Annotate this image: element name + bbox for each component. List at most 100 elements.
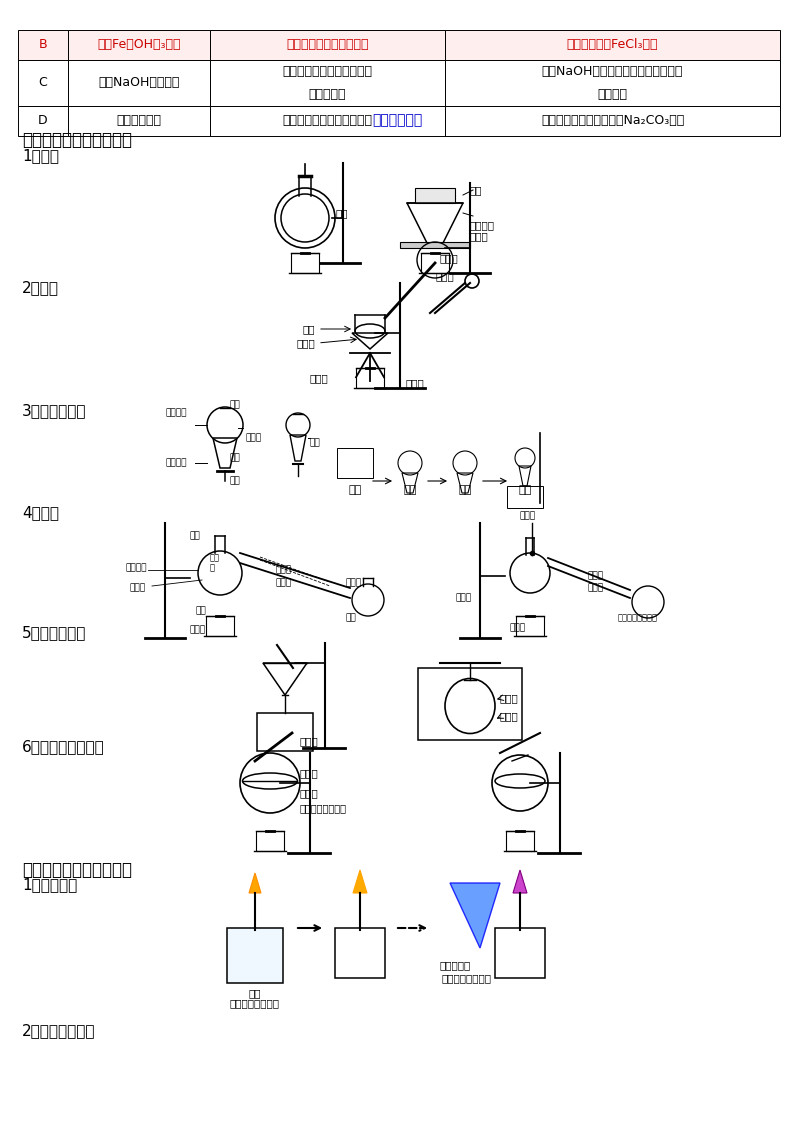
Bar — [257, 713, 313, 751]
Text: 蓝色钴玻璃: 蓝色钴玻璃 — [440, 960, 472, 970]
Text: 热水: 热水 — [190, 531, 201, 540]
Bar — [210, 106, 445, 136]
Bar — [445, 60, 780, 106]
Bar — [445, 30, 780, 60]
Text: 玻璃棒: 玻璃棒 — [440, 253, 459, 263]
Text: 左手握住: 左手握住 — [165, 409, 187, 418]
Text: 小孔: 小孔 — [310, 438, 321, 447]
Text: 5．过滤和渗析: 5．过滤和渗析 — [22, 626, 87, 640]
Text: 上口: 上口 — [230, 401, 241, 410]
Bar — [356, 368, 384, 389]
Text: 蒸馏水: 蒸馏水 — [500, 711, 518, 721]
Polygon shape — [450, 883, 500, 948]
Text: 烧杯、酒精灯、胶头滴管: 烧杯、酒精灯、胶头滴管 — [287, 38, 368, 52]
Text: 铁架台: 铁架台 — [455, 593, 471, 603]
Text: 试管、量筒、导管、酒精灯: 试管、量筒、导管、酒精灯 — [283, 115, 372, 128]
Bar — [445, 106, 780, 136]
Text: 酒精灯: 酒精灯 — [405, 378, 424, 389]
Text: 6．蒸发和蒸发结晶: 6．蒸发和蒸发结晶 — [22, 739, 105, 754]
Text: C: C — [39, 76, 48, 90]
Text: 冷凝管: 冷凝管 — [588, 572, 604, 581]
Bar — [68, 30, 210, 60]
Text: D: D — [38, 115, 48, 128]
Text: 2．铝热反应实验: 2．铝热反应实验 — [22, 1023, 95, 1038]
Text: 蒸馏水、饱和FeCl₃溶液: 蒸馏水、饱和FeCl₃溶液 — [567, 38, 658, 52]
Text: 玻璃棒: 玻璃棒 — [300, 736, 318, 746]
Text: 坩埚: 坩埚 — [303, 325, 315, 334]
Text: 3．萃取和分液: 3．萃取和分液 — [22, 403, 87, 418]
Text: 泥三角: 泥三角 — [296, 338, 315, 348]
Bar — [516, 617, 544, 636]
Polygon shape — [415, 188, 455, 203]
Text: 观察钾的焰色反应: 观察钾的焰色反应 — [442, 973, 492, 983]
Bar — [495, 928, 545, 978]
Text: 扎有小孔: 扎有小孔 — [470, 220, 495, 230]
Text: 碎瓷片: 碎瓷片 — [190, 626, 206, 634]
Text: 牛角管: 牛角管 — [588, 584, 604, 593]
Bar — [400, 241, 470, 248]
Text: 右手握住: 右手握住 — [165, 458, 187, 467]
Text: 蒸发皿: 蒸发皿 — [300, 768, 318, 778]
Text: 锥形瓶: 锥形瓶 — [345, 578, 361, 587]
Text: 待测NaOH溶液、已知浓度的盐酸、甲: 待测NaOH溶液、已知浓度的盐酸、甲 — [542, 65, 683, 77]
Text: 测定NaOH溶液浓度: 测定NaOH溶液浓度 — [98, 76, 179, 90]
Text: 冷水: 冷水 — [335, 208, 348, 218]
Text: 【提分秘籍】: 【提分秘籍】 — [372, 113, 422, 127]
Text: 烧杯、锥形瓶、胶头滴管、: 烧杯、锥形瓶、胶头滴管、 — [283, 65, 372, 77]
Text: 棉花: 棉花 — [470, 185, 483, 195]
Text: 冷凝器: 冷凝器 — [275, 566, 291, 575]
Bar — [227, 928, 283, 983]
Polygon shape — [249, 873, 261, 893]
Text: 碎瓷片: 碎瓷片 — [130, 584, 146, 593]
Text: B: B — [39, 38, 48, 52]
Text: 冷却水: 冷却水 — [275, 578, 291, 587]
Bar — [210, 30, 445, 60]
Text: 2．灼烧: 2．灼烧 — [22, 280, 59, 295]
Text: 铁架台（带铁圈）: 铁架台（带铁圈） — [300, 803, 347, 813]
Text: 基橙试剂: 基橙试剂 — [598, 88, 627, 101]
Text: 活塞: 活塞 — [230, 454, 241, 463]
Text: 海水: 海水 — [195, 606, 206, 615]
Text: 三脚架: 三脚架 — [310, 373, 329, 383]
Text: 酒精灯: 酒精灯 — [300, 788, 318, 798]
Bar — [418, 668, 522, 740]
Bar — [68, 60, 210, 106]
Bar — [18, 60, 68, 106]
Text: 振荡: 振荡 — [403, 485, 417, 495]
Bar — [68, 106, 210, 136]
Bar — [18, 30, 68, 60]
Text: 圆底烧瓶: 圆底烧瓶 — [125, 564, 147, 573]
Text: 萃取: 萃取 — [349, 485, 361, 495]
Text: 上层液: 上层液 — [245, 433, 261, 442]
Text: 温度计: 温度计 — [520, 511, 536, 520]
Text: 铂丝的清洗和灼烧: 铂丝的清洗和灼烧 — [230, 998, 280, 1008]
Text: 收收器（锥形瓶）: 收收器（锥形瓶） — [618, 613, 658, 622]
Bar — [506, 831, 534, 851]
Text: 水蒸
气: 水蒸 气 — [210, 553, 220, 573]
Text: 4．蒸馏: 4．蒸馏 — [22, 505, 59, 520]
Text: 的滤纸: 的滤纸 — [470, 231, 489, 241]
Bar — [335, 928, 385, 978]
Bar — [337, 448, 373, 478]
Text: 酸式滴定管: 酸式滴定管 — [309, 88, 346, 101]
Text: 一、分离提纯类实验仪器: 一、分离提纯类实验仪器 — [22, 131, 132, 149]
Bar — [507, 486, 543, 508]
Bar — [421, 253, 449, 273]
Text: 坩埚钳: 坩埚钳 — [436, 271, 454, 281]
Text: 酒精灯: 酒精灯 — [510, 623, 526, 632]
Text: 制备乙酸乙酯: 制备乙酸乙酯 — [117, 115, 161, 128]
Text: 1．升华: 1．升华 — [22, 148, 59, 163]
Text: 下口: 下口 — [230, 476, 241, 485]
Bar — [210, 60, 445, 106]
Text: 冰醋酸、无水乙醇、饱和Na₂CO₃溶液: 冰醋酸、无水乙醇、饱和Na₂CO₃溶液 — [541, 115, 684, 128]
Bar — [206, 617, 234, 636]
Polygon shape — [353, 870, 367, 893]
Text: 静置: 静置 — [458, 485, 472, 495]
Text: 二、制备检验类实验仪器: 二、制备检验类实验仪器 — [22, 861, 132, 879]
Text: 淡水: 淡水 — [345, 613, 356, 622]
Bar — [291, 253, 319, 273]
Bar — [18, 106, 68, 136]
Text: 分液: 分液 — [518, 485, 532, 495]
Text: 1．焰色试验: 1．焰色试验 — [22, 877, 77, 892]
Text: 半透膜: 半透膜 — [500, 693, 518, 703]
